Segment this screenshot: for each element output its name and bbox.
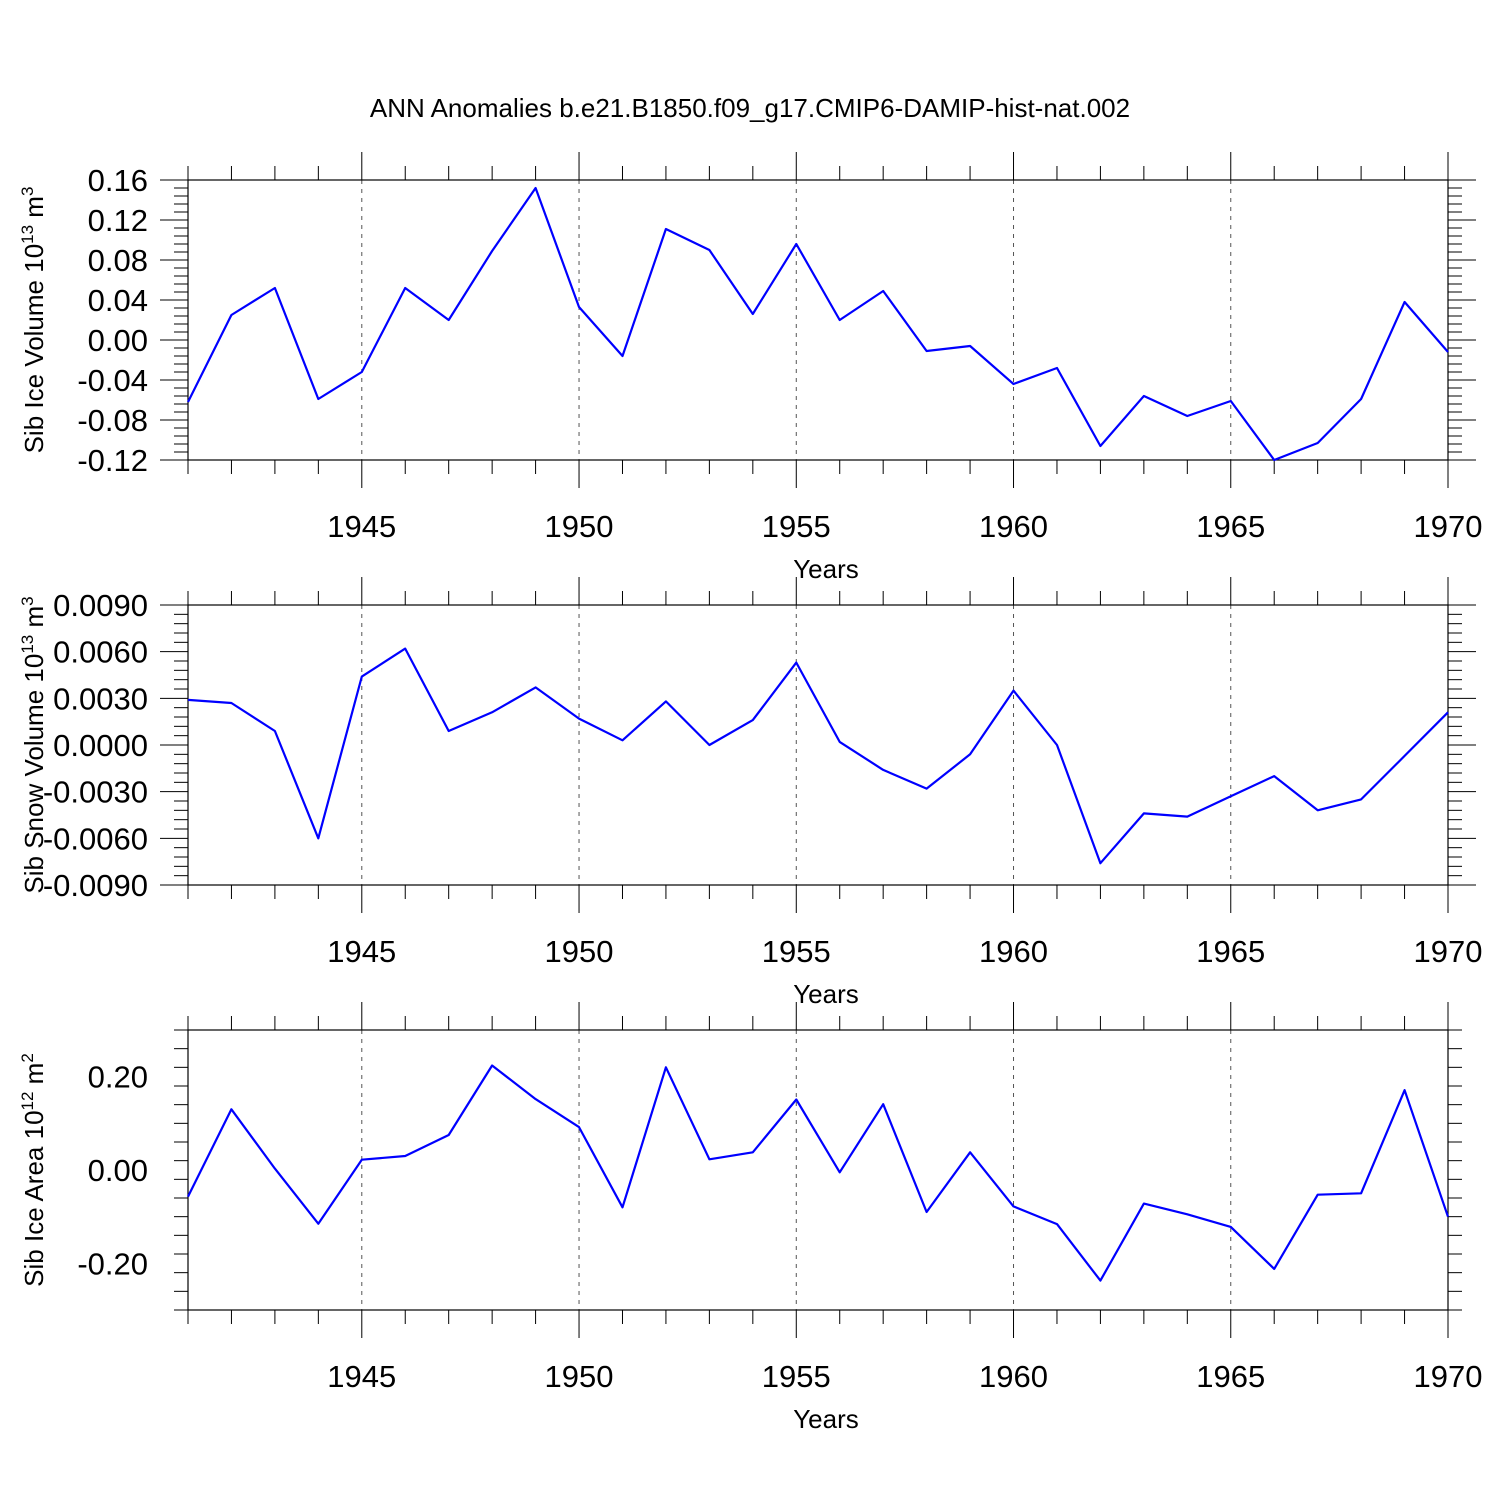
y-tick-label: 0.0030 — [53, 681, 148, 716]
x-axis-label: Years — [793, 1404, 859, 1434]
panel-ice-area: -0.20 0.00 0.20 1945 1950 1955 1960 1965 1970 Yea… — [18, 1002, 1482, 1434]
y-tick-label: -0.0030 — [43, 775, 148, 810]
y-tick-label: 0.0000 — [53, 728, 148, 763]
plot-frame — [187, 604, 1449, 886]
x-tick-label: 1955 — [762, 509, 831, 544]
y-tick-label: -0.0090 — [43, 868, 148, 903]
x-tick-label: 1950 — [545, 934, 614, 969]
x-tick-label: 1945 — [327, 1359, 396, 1394]
x-tick-label: 1945 — [327, 934, 396, 969]
panel-ice-volume: -0.12 -0.08 -0.04 0.00 0.04 0.08 0.12 0.16 1945 1… — [18, 152, 1482, 584]
y-tick-label: -0.08 — [77, 403, 148, 438]
y-tick-label: 0.12 — [88, 203, 148, 238]
y-tick-label: -0.12 — [77, 443, 148, 478]
y-axis-label: Sib Ice Volume 1013 m3 — [18, 187, 49, 454]
y-tick-label: -0.0060 — [43, 821, 148, 856]
y-tick-label: -0.04 — [77, 363, 148, 398]
y-tick-label: 0.00 — [88, 1153, 148, 1188]
x-tick-label: 1960 — [979, 1359, 1048, 1394]
x-tick-label: 1950 — [545, 509, 614, 544]
panel-snow-volume: -0.0090 -0.0060 -0.0030 0.0000 0.0030 0.0060 0… — [18, 577, 1482, 1009]
x-tick-label: 1965 — [1196, 509, 1265, 544]
x-axis-label: Years — [793, 979, 859, 1009]
y-tick-label: 0.00 — [88, 323, 148, 358]
figure-title: ANN Anomalies b.e21.B1850.f09_g17.CMIP6-… — [370, 93, 1130, 123]
plot-frame — [187, 179, 1449, 461]
y-tick-label: -0.20 — [77, 1246, 148, 1281]
y-tick-label: 0.16 — [88, 163, 148, 198]
x-tick-label: 1955 — [762, 934, 831, 969]
plot-frame — [187, 1029, 1449, 1311]
x-tick-label: 1965 — [1196, 1359, 1265, 1394]
x-tick-label: 1945 — [327, 509, 396, 544]
y-axis-label: Sib Snow Volume 1013 m3 — [18, 596, 49, 893]
series-line — [187, 186, 1449, 462]
x-axis-label: Years — [793, 554, 859, 584]
y-tick-label: 0.0060 — [53, 635, 148, 670]
x-tick-label: 1970 — [1414, 934, 1483, 969]
x-tick-label: 1965 — [1196, 934, 1265, 969]
x-tick-label: 1960 — [979, 509, 1048, 544]
y-tick-label: 0.04 — [88, 283, 148, 318]
x-tick-label: 1950 — [545, 1359, 614, 1394]
series-line — [187, 647, 1449, 865]
series-line — [187, 1064, 1450, 1282]
x-tick-label: 1970 — [1414, 1359, 1483, 1394]
x-tick-label: 1970 — [1414, 509, 1483, 544]
y-axis-label: Sib Ice Area 1012 m2 — [18, 1053, 49, 1287]
y-tick-label: 0.0090 — [53, 588, 148, 623]
x-tick-label: 1955 — [762, 1359, 831, 1394]
y-tick-label: 0.08 — [88, 243, 148, 278]
y-tick-label: 0.20 — [88, 1060, 148, 1095]
x-tick-label: 1960 — [979, 934, 1048, 969]
